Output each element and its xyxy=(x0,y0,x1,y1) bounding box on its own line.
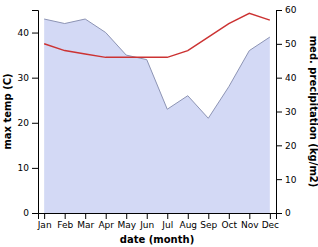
area xyxy=(44,19,270,213)
tick-label: Jan xyxy=(37,220,52,230)
tick-label: 30 xyxy=(285,107,297,117)
tick-label: 60 xyxy=(285,5,297,15)
tick-mark xyxy=(65,213,66,219)
chart: Jan Feb Mar AprMayJun Jul AugSep OctNovDec 0 10 2… xyxy=(0,0,318,247)
tick: 0 xyxy=(276,208,291,218)
marks xyxy=(44,13,270,213)
y-axis: 0 10 20 30 40 xyxy=(18,11,39,219)
tick: 0 xyxy=(23,208,38,218)
tick-label: Sep xyxy=(200,220,217,230)
tick-label: May xyxy=(117,220,136,230)
tick-mark xyxy=(276,112,282,113)
tick-label: 10 xyxy=(285,175,297,185)
tick-label: 0 xyxy=(23,208,29,218)
tick-mark xyxy=(188,213,189,219)
tick-mark xyxy=(270,213,271,219)
tick-label: Jun xyxy=(139,220,154,230)
tick: 20 xyxy=(276,141,297,151)
x-axis-title: date (month) xyxy=(120,234,194,245)
y2-axis: 0 10 20 30 40 50 60 xyxy=(276,5,297,218)
tick-mark xyxy=(32,78,38,79)
tick: 40 xyxy=(276,73,297,83)
tick: 20 xyxy=(18,118,38,128)
tick-mark xyxy=(208,213,209,219)
tick-mark xyxy=(44,213,45,219)
tick-mark xyxy=(32,168,38,169)
tick-mark xyxy=(32,33,38,34)
tick-mark xyxy=(276,78,282,79)
tick-mark xyxy=(126,213,127,219)
y2-axis-title: med. precipitation (kg/m2) xyxy=(308,36,318,188)
tick: 10 xyxy=(276,175,297,185)
tick-label: Dec xyxy=(262,220,279,230)
x-axis: Jan Feb Mar AprMayJun Jul AugSep OctNovDec xyxy=(37,213,279,230)
plot: Jan Feb Mar AprMayJun Jul AugSep OctNovDec 0 10 2… xyxy=(18,5,297,230)
tick: Nov xyxy=(241,213,259,230)
tick-mark xyxy=(167,213,168,219)
tick: Feb xyxy=(57,213,73,230)
tick: 30 xyxy=(18,73,38,83)
axis-line xyxy=(32,11,39,214)
tick-mark xyxy=(147,213,148,219)
tick-label: Mar xyxy=(77,220,94,230)
tick-mark xyxy=(106,213,107,219)
area-line xyxy=(44,19,270,118)
tick-label: 50 xyxy=(285,39,297,49)
tick-label: 10 xyxy=(18,163,30,173)
tick-mark xyxy=(32,123,38,124)
tick: Aug xyxy=(179,213,197,230)
tick: 40 xyxy=(18,28,38,38)
tick: Sep xyxy=(200,213,217,230)
tick: 30 xyxy=(276,107,297,117)
tick: 60 xyxy=(276,5,297,15)
tick-mark xyxy=(85,213,86,219)
tick: May xyxy=(117,213,136,230)
tick-mark xyxy=(276,145,282,146)
tick-mark xyxy=(276,44,282,45)
tick-label: 0 xyxy=(285,208,291,218)
tick-label: 30 xyxy=(18,73,30,83)
tick-label: 20 xyxy=(18,118,30,128)
tick-label: 20 xyxy=(285,141,297,151)
tick-label: Apr xyxy=(98,220,114,230)
tick: 10 xyxy=(18,163,38,173)
tick: Jun xyxy=(139,213,154,230)
line xyxy=(44,13,270,57)
tick: 50 xyxy=(276,39,297,49)
tick-mark xyxy=(276,213,282,214)
tick-mark xyxy=(276,179,282,180)
tick: Dec xyxy=(262,213,279,230)
tick-label: Aug xyxy=(179,220,197,230)
tick-label: 40 xyxy=(285,73,297,83)
tick-mark xyxy=(249,213,250,219)
tick: Jul xyxy=(161,213,173,230)
tick-label: Oct xyxy=(222,220,238,230)
tick: Jan xyxy=(37,213,52,230)
tick-label: 40 xyxy=(18,28,30,38)
tick-mark xyxy=(32,213,38,214)
tick-label: Jul xyxy=(161,220,173,230)
tick-mark xyxy=(229,213,230,219)
axis-line xyxy=(39,214,277,220)
axis-line xyxy=(277,11,283,214)
tick-mark xyxy=(276,10,282,11)
tick: Apr xyxy=(98,213,114,230)
tick: Oct xyxy=(222,213,238,230)
y-axis-title: max temp (C) xyxy=(2,73,13,149)
tick: Mar xyxy=(77,213,94,230)
tick-label: Feb xyxy=(57,220,73,230)
tick-label: Nov xyxy=(241,220,259,230)
